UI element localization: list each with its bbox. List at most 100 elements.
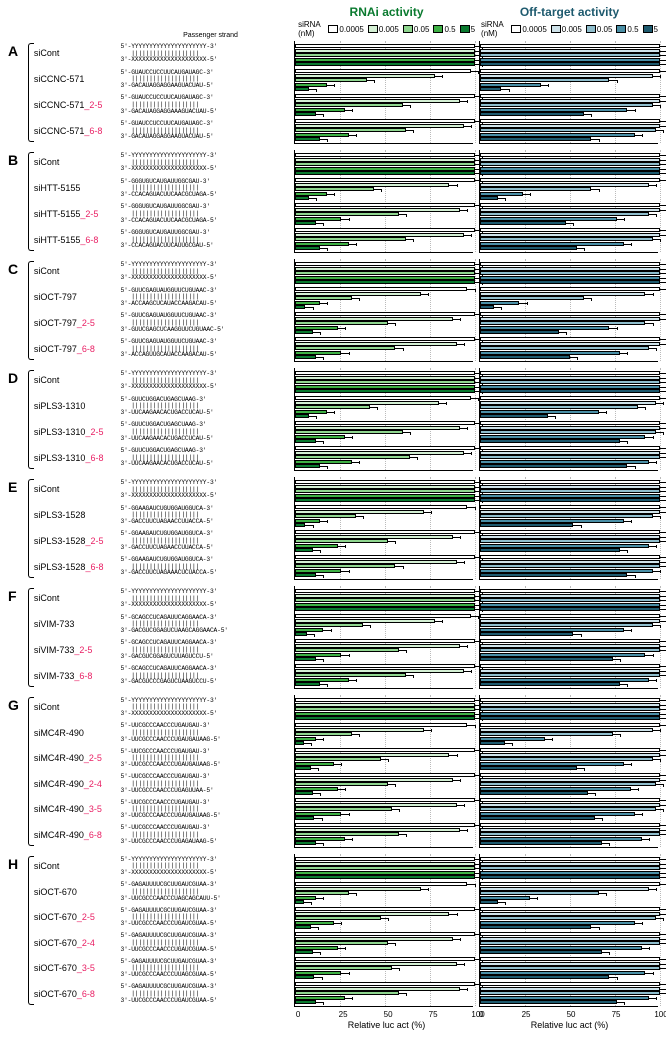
bracket — [26, 852, 34, 1009]
bar-row — [480, 498, 658, 502]
bar-row — [480, 44, 658, 48]
sirna-name-suffix: _6-8 — [77, 344, 95, 354]
panel-E: EsiContsiPLS3-1528siPLS3-1528_2-5siPLS3-… — [8, 474, 658, 582]
bar — [480, 987, 660, 991]
bar-row — [295, 103, 473, 107]
bar-row — [295, 907, 473, 911]
error-bar — [313, 332, 320, 333]
bar-row — [295, 703, 473, 707]
error-bar — [660, 121, 666, 122]
passenger-strand-label: Passenger strand — [127, 32, 294, 39]
bar — [480, 53, 660, 57]
bar — [295, 505, 468, 509]
sirna-name-suffix: _6-8 — [77, 989, 95, 999]
sequence-pair: 5'-GGAAGAUCUGUGGAUGGUCA-3' |||||||||||||… — [120, 506, 289, 526]
bar — [480, 682, 620, 686]
error-cap — [660, 516, 661, 519]
bar-row — [295, 866, 473, 870]
bar-row — [295, 87, 473, 91]
error-bar — [305, 307, 312, 308]
error-bar — [653, 571, 660, 572]
gridline — [660, 41, 661, 143]
bar-group — [480, 773, 658, 795]
bar — [295, 292, 421, 296]
sirna-name: siVIM-733_6-8 — [34, 672, 121, 681]
bar — [480, 133, 635, 137]
error-cap — [577, 357, 578, 360]
bar — [480, 505, 660, 509]
error-cap — [323, 843, 324, 846]
error-cap — [660, 75, 661, 78]
bar-group — [480, 262, 658, 284]
bar — [295, 932, 475, 936]
error-bar — [642, 839, 649, 840]
sirna-name-base: siCCNC-571 — [34, 100, 85, 110]
bar — [480, 171, 660, 175]
bar — [480, 544, 649, 548]
bar-row — [480, 158, 658, 162]
bar-row — [480, 137, 658, 141]
bar-row — [295, 530, 473, 534]
bar — [480, 192, 523, 196]
error-cap — [311, 743, 312, 746]
bar-row — [480, 632, 658, 636]
error-bar — [584, 114, 591, 115]
bar-group — [295, 69, 473, 91]
bar-row — [480, 133, 658, 137]
error-cap — [660, 759, 661, 762]
sirna-name-base: siOCT-670 — [34, 938, 77, 948]
error-bar — [338, 546, 345, 547]
bar-row — [295, 439, 473, 443]
bar — [480, 907, 660, 911]
error-bar — [577, 768, 584, 769]
sirna-name: siOCT-670_3-5 — [34, 964, 121, 973]
bar — [480, 221, 566, 225]
error-bar — [467, 884, 474, 885]
error-cap — [505, 198, 506, 201]
sequence-column: 5'-YYYYYYYYYYYYYYYYYYYYY-3' ||||||||||||… — [120, 852, 289, 1009]
tick-label: 0 — [296, 1010, 300, 1019]
bar — [295, 128, 407, 132]
error-bar — [399, 214, 406, 215]
sirna-name: siMC4R-490_6-8 — [34, 831, 121, 840]
bar — [480, 426, 660, 430]
bar-group — [480, 823, 658, 845]
error-bar — [381, 918, 388, 919]
sirna-name-suffix: _6-8 — [80, 235, 98, 245]
bar — [295, 957, 475, 961]
plot-area — [479, 477, 658, 580]
error-cap — [609, 952, 610, 955]
bar — [295, 762, 335, 766]
bar-row — [295, 698, 473, 702]
bar — [295, 866, 475, 870]
sirna-name-suffix: _3-5 — [77, 963, 95, 973]
off-chart — [479, 852, 658, 1009]
bar-row — [295, 837, 473, 841]
bar-row — [295, 426, 473, 430]
error-bar — [642, 948, 649, 949]
bar — [480, 912, 660, 916]
bar-row — [295, 262, 473, 266]
bar-row — [295, 271, 473, 275]
bar-row — [480, 569, 658, 573]
error-bar — [649, 185, 656, 186]
bar-row — [480, 871, 658, 875]
bar — [295, 208, 461, 212]
bar — [295, 435, 345, 439]
bar — [295, 53, 475, 57]
bar — [480, 560, 660, 564]
bar-group — [480, 664, 658, 686]
bar — [295, 396, 471, 400]
error-bar — [341, 353, 348, 354]
error-bar — [356, 516, 363, 517]
sirna-names: siContsiVIM-733siVIM-733_2-5siVIM-733_6-… — [34, 584, 121, 691]
error-bar — [660, 273, 666, 274]
gridline — [660, 477, 661, 579]
error-cap — [313, 307, 314, 310]
sequence-pair: 5'-GGGUGUCAUGAUUGGCGAU-3' ||||||||||||||… — [120, 230, 289, 250]
rnai-chart — [294, 257, 473, 364]
bar — [480, 791, 588, 795]
error-cap — [323, 357, 324, 360]
error-cap — [581, 634, 582, 637]
bar-row — [295, 371, 473, 375]
